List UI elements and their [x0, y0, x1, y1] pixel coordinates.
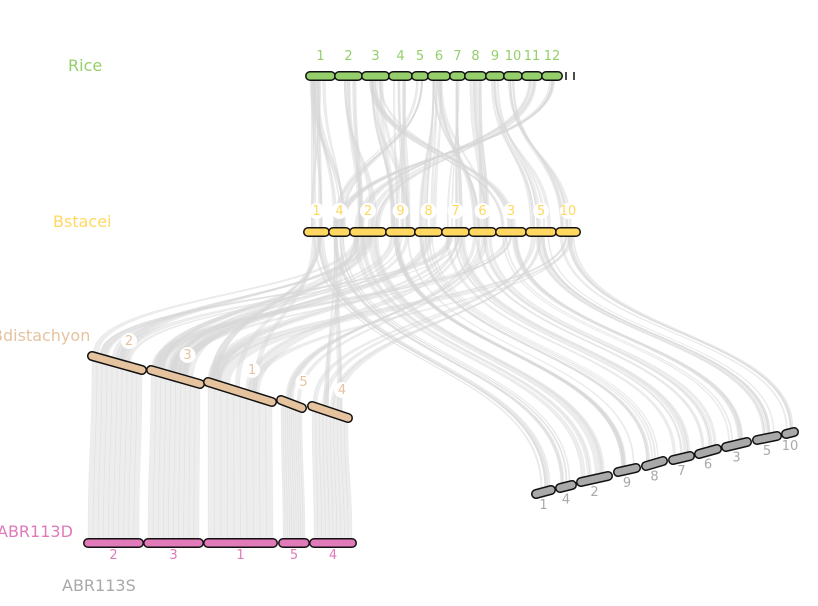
- chromosome-bar-bdistachyon-2: [88, 352, 146, 374]
- chromosome-bar-bdistachyon-1: [204, 378, 276, 406]
- chromosome-bar-abr113s-6: [695, 445, 721, 458]
- chromosome-label: 10: [782, 439, 799, 454]
- label-backdrop: [447, 203, 464, 219]
- chromosome-label: 10: [505, 49, 522, 64]
- chromosome-label: 5: [416, 49, 424, 64]
- chromosome-label: 1: [248, 363, 256, 378]
- genome-label-abr113d: ABR113D: [0, 522, 73, 541]
- chromosome-label: 2: [125, 334, 133, 349]
- synteny-links: [87, 79, 794, 540]
- label-backdrop: [244, 362, 260, 378]
- chromosome-label: 9: [396, 204, 404, 219]
- synteny-ribbon: [214, 387, 222, 540]
- chromosome-label: 8: [650, 470, 658, 485]
- chromosome-label: 1: [316, 49, 324, 64]
- chromosome-bar-abr113s-1: [532, 486, 555, 498]
- genome-label-bstacei: Bstacei: [53, 212, 112, 231]
- synteny-ribbon: [233, 393, 241, 540]
- chromosome-label: 6: [704, 458, 712, 473]
- synteny-ribbon: [252, 399, 261, 540]
- genome-label-bdistachyon: Bdistachyon: [0, 326, 91, 345]
- chromosome-bar-abr113s-9: [614, 464, 640, 476]
- chromosome-label: 4: [329, 548, 337, 563]
- label-backdrop: [392, 203, 409, 219]
- chromosome-label: 5: [299, 375, 307, 390]
- synteny-ribbon: [445, 235, 677, 457]
- chromosome-label: 9: [623, 476, 631, 491]
- label-backdrop: [331, 203, 348, 219]
- chromosome-label: 8: [424, 204, 432, 219]
- chromosome-label: 3: [169, 548, 177, 563]
- chromosome-label: 11: [524, 49, 541, 64]
- chromosome-label: 2: [590, 485, 598, 500]
- chromosome-bar-abr113s-4: [556, 481, 576, 492]
- chromosome-label: 9: [491, 49, 499, 64]
- chromosome-label: 3: [732, 451, 740, 466]
- chromosome-label: 10: [560, 204, 577, 219]
- chromosome-label: 4: [396, 49, 404, 64]
- genome-label-rice: Rice: [68, 56, 103, 75]
- synteny-ribbon: [246, 397, 254, 540]
- label-backdrop: [179, 347, 196, 363]
- chromosome-label: 7: [451, 204, 459, 219]
- chromosome-label: 3: [507, 204, 515, 219]
- chromosome-bar-abr113s-2: [577, 472, 612, 486]
- chromosome-label: 5: [290, 548, 298, 563]
- chromosome-bar-abr113s-8: [642, 457, 667, 470]
- label-backdrop: [121, 333, 137, 349]
- chromosome-label: 1: [236, 548, 244, 563]
- synteny-ribbon: [220, 389, 228, 540]
- chromosome-label: 2: [109, 548, 117, 563]
- chromosome-bar-abr113s-7: [669, 452, 694, 464]
- chromosome-label: 3: [183, 348, 191, 363]
- chromosome-bar-bdistachyon-5: [277, 396, 306, 412]
- chromosome-label: 6: [435, 49, 443, 64]
- chromosome-label: 1: [312, 204, 320, 219]
- label-backdrop: [295, 374, 312, 390]
- label-backdrop: [420, 203, 437, 219]
- label-backdrop: [560, 203, 576, 219]
- chromosome-label: 2: [344, 49, 352, 64]
- chromosome-tracks: [83, 71, 799, 548]
- synteny-ribbon: [193, 386, 201, 540]
- chromosome-label: 5: [537, 204, 545, 219]
- chromosome-label: 12: [544, 49, 561, 64]
- chromosome-label: 4: [338, 383, 346, 398]
- chromosome-label: 4: [562, 493, 570, 508]
- label-backdrop: [360, 203, 376, 219]
- synteny-ribbon: [239, 395, 248, 540]
- chromosome-bar-abr113s-10: [782, 428, 798, 438]
- label-backdrop: [474, 203, 491, 219]
- chromosome-bar-bdistachyon-3: [147, 366, 204, 388]
- label-backdrop: [308, 203, 325, 219]
- chromosome-label: 3: [371, 49, 379, 64]
- genome-label-abr113s: ABR113S: [62, 576, 136, 595]
- chromosome-label: 7: [677, 464, 685, 479]
- chromosome-label: 7: [453, 49, 461, 64]
- chromosome-label: 1: [539, 498, 547, 513]
- label-backdrop: [503, 203, 519, 219]
- chromosome-label: 2: [364, 204, 372, 219]
- chromosome-label: 6: [478, 204, 486, 219]
- synteny-ribbon: [226, 391, 235, 540]
- chromosome-label: 8: [471, 49, 479, 64]
- chromosome-label: 5: [763, 444, 771, 459]
- synteny-ribbon: [265, 403, 274, 540]
- synteny-ribbon: [207, 385, 215, 540]
- chromosome-bar-abr113s-3: [722, 438, 751, 451]
- label-backdrop: [533, 203, 549, 219]
- chromosome-label: 4: [335, 204, 343, 219]
- chromosome-bar-abr113s-5: [753, 432, 781, 444]
- chromosome-bar-bdistachyon-4: [308, 402, 352, 422]
- label-backdrop: [334, 382, 350, 398]
